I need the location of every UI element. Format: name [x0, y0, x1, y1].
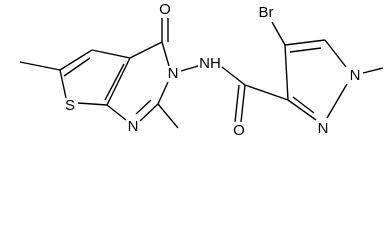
- atom-label: NH: [199, 55, 221, 72]
- atom-label: N: [128, 118, 139, 135]
- atom-label: O: [233, 122, 245, 139]
- atom-label: O: [159, 1, 171, 18]
- atom-label: Br: [259, 4, 274, 21]
- atom-label: S: [65, 97, 75, 114]
- molecule: O S N N NH Br N N O: [19, 1, 384, 139]
- atom-labels: O S N N NH Br N N O: [65, 1, 360, 139]
- page: O S N N NH Br N N O (() => { const data …: [19, 0, 384, 139]
- bonds: [19, 18, 384, 129]
- atom-label: N: [350, 67, 361, 84]
- atom-label: N: [318, 120, 329, 137]
- atom-label: N: [168, 65, 179, 82]
